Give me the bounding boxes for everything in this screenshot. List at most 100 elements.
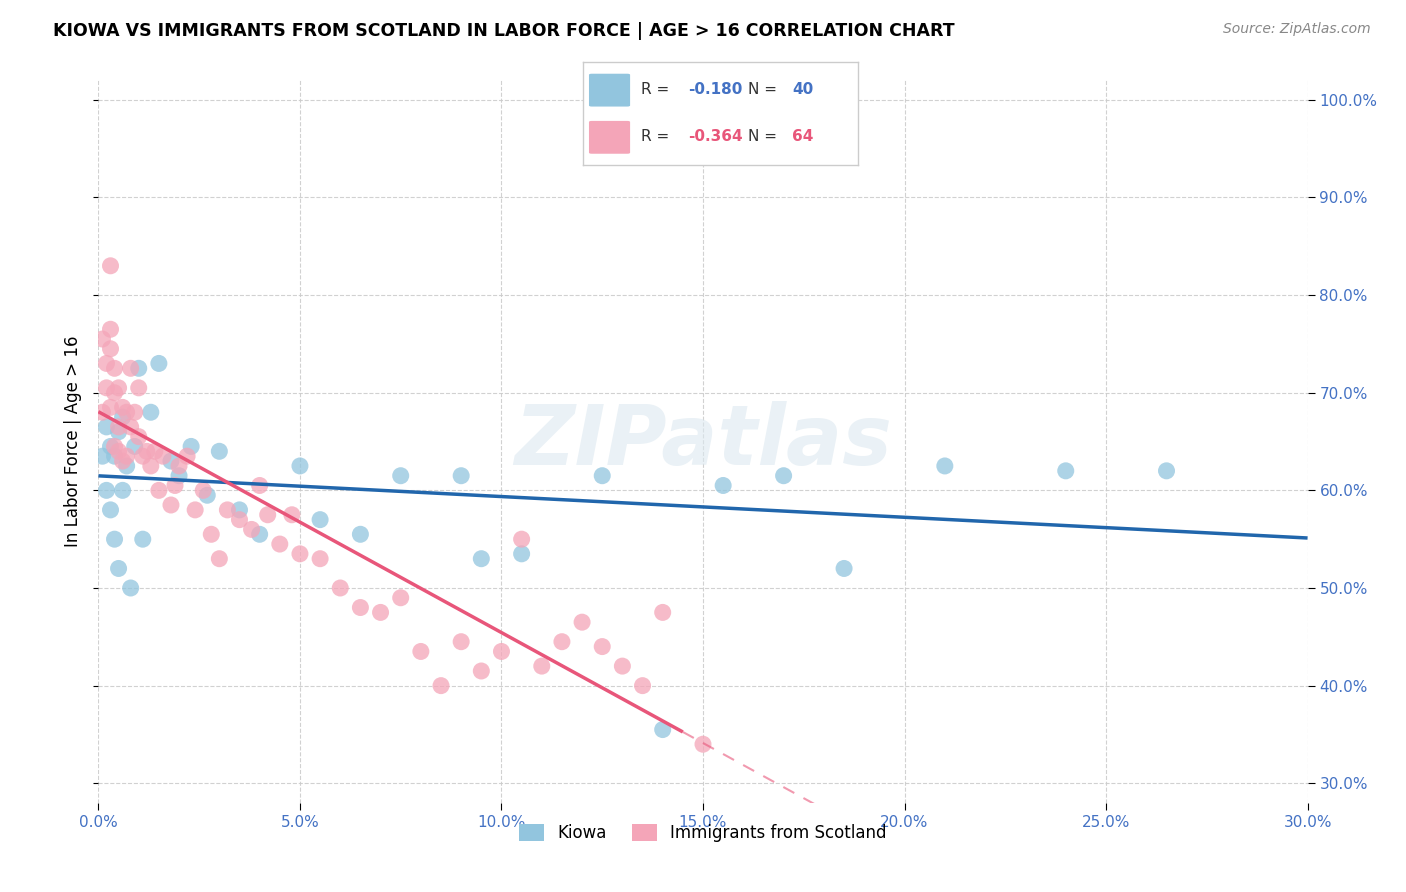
Point [100, 322, 122, 336]
Point [180, 439, 202, 453]
Point [228, 503, 250, 517]
Point [107, 381, 129, 395]
Point [111, 410, 134, 425]
Point [139, 458, 162, 473]
Point [208, 444, 231, 458]
Point [160, 498, 183, 512]
Point [430, 679, 453, 693]
Point [163, 478, 186, 492]
FancyBboxPatch shape [589, 121, 630, 153]
Point [530, 659, 553, 673]
Point [934, 458, 956, 473]
Point [100, 342, 122, 356]
Point [450, 468, 472, 483]
Point [389, 591, 412, 605]
Text: ZIPatlas: ZIPatlas [515, 401, 891, 482]
Point [309, 513, 332, 527]
Text: Source: ZipAtlas.com: Source: ZipAtlas.com [1223, 22, 1371, 37]
Point [195, 488, 218, 502]
Point [139, 405, 162, 419]
Legend: Kiowa, Immigrants from Scotland: Kiowa, Immigrants from Scotland [513, 817, 893, 848]
Text: 40: 40 [792, 82, 813, 97]
Point [200, 527, 222, 541]
Point [389, 468, 412, 483]
Point [370, 606, 392, 620]
Point [176, 449, 198, 463]
Point [256, 508, 278, 522]
Point [692, 737, 714, 751]
Point [128, 381, 150, 395]
Point [269, 537, 291, 551]
FancyBboxPatch shape [589, 74, 630, 106]
Point [111, 401, 134, 415]
Point [1156, 464, 1178, 478]
Point [96, 356, 118, 370]
Point [128, 430, 150, 444]
Point [132, 532, 155, 546]
Point [591, 468, 613, 483]
Point [124, 439, 146, 453]
Point [91, 449, 114, 463]
Point [96, 483, 118, 498]
Point [571, 615, 593, 630]
Point [124, 405, 146, 419]
Point [100, 439, 122, 453]
Point [115, 449, 138, 463]
Point [128, 361, 150, 376]
Point [832, 561, 855, 575]
Point [167, 458, 190, 473]
Point [148, 483, 170, 498]
Point [349, 600, 371, 615]
Point [96, 381, 118, 395]
Point [91, 405, 114, 419]
Point [91, 332, 114, 346]
Point [249, 478, 271, 492]
Point [510, 547, 533, 561]
Point [651, 723, 673, 737]
Point [115, 458, 138, 473]
Point [143, 444, 166, 458]
Point [100, 503, 122, 517]
Text: R =: R = [641, 129, 675, 145]
Point [115, 405, 138, 419]
Point [651, 606, 673, 620]
Text: R =: R = [641, 82, 675, 97]
Point [103, 449, 125, 463]
Text: N =: N = [748, 129, 782, 145]
Point [1054, 464, 1077, 478]
Text: -0.180: -0.180 [688, 82, 742, 97]
Point [184, 503, 207, 517]
Text: -0.364: -0.364 [688, 129, 742, 145]
Y-axis label: In Labor Force | Age > 16: In Labor Force | Age > 16 [65, 335, 83, 548]
Point [103, 385, 125, 400]
Point [103, 439, 125, 453]
Point [132, 449, 155, 463]
Point [111, 454, 134, 468]
Point [217, 503, 239, 517]
Point [160, 454, 183, 468]
Point [240, 523, 263, 537]
Point [120, 361, 142, 376]
Point [96, 420, 118, 434]
Point [409, 644, 432, 658]
Point [120, 581, 142, 595]
Point [193, 483, 215, 498]
Point [100, 259, 122, 273]
Point [135, 444, 157, 458]
Text: KIOWA VS IMMIGRANTS FROM SCOTLAND IN LABOR FORCE | AGE > 16 CORRELATION CHART: KIOWA VS IMMIGRANTS FROM SCOTLAND IN LAB… [53, 22, 955, 40]
Point [103, 361, 125, 376]
Point [510, 532, 533, 546]
Point [107, 425, 129, 439]
Point [329, 581, 352, 595]
Point [470, 551, 492, 566]
Point [103, 532, 125, 546]
Point [491, 644, 513, 658]
Point [309, 551, 332, 566]
Point [228, 513, 250, 527]
Point [107, 561, 129, 575]
Point [100, 401, 122, 415]
Point [107, 444, 129, 458]
Text: N =: N = [748, 82, 782, 97]
Point [249, 527, 271, 541]
Point [612, 659, 634, 673]
